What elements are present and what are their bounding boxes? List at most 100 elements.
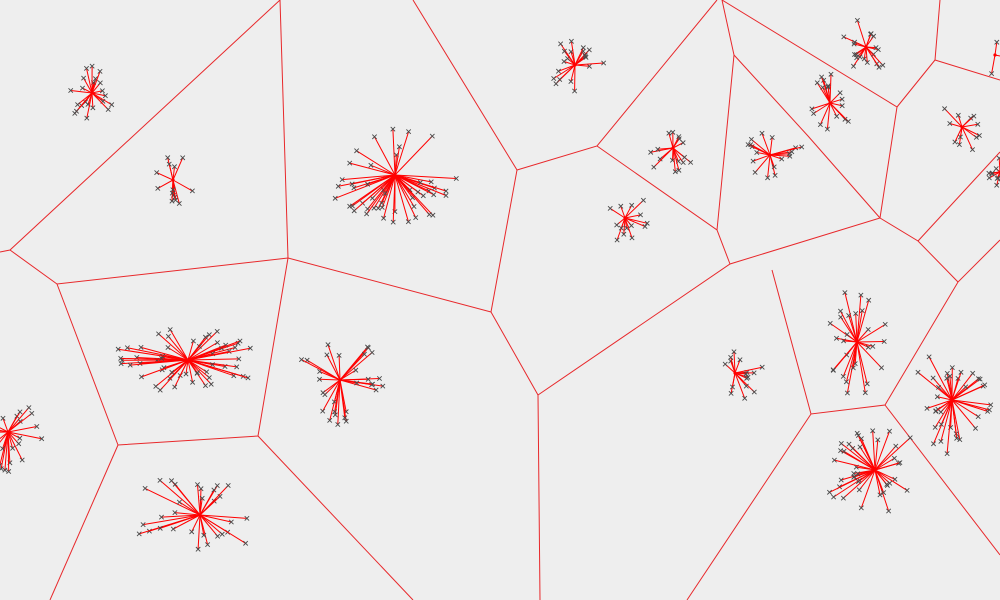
cluster-center xyxy=(186,358,190,362)
cluster-spoke xyxy=(353,174,396,212)
data-point-marker xyxy=(843,379,849,385)
data-point-marker xyxy=(406,129,412,135)
data-point-marker xyxy=(841,338,847,344)
data-point-marker xyxy=(371,205,377,211)
data-point-marker xyxy=(933,408,939,414)
cluster-spoke xyxy=(199,514,246,544)
cluster-c10 xyxy=(942,106,982,153)
cluster-spoke xyxy=(199,485,229,516)
data-point-marker xyxy=(748,136,754,142)
cluster-c18 xyxy=(827,290,888,396)
cluster-spoke xyxy=(994,54,1000,57)
data-point-marker xyxy=(825,84,831,90)
data-point-marker xyxy=(934,394,940,400)
data-point-marker xyxy=(81,75,87,81)
data-point-marker xyxy=(976,132,982,139)
cluster-spoke xyxy=(0,431,9,433)
cluster-spoke xyxy=(874,469,891,484)
cluster-spoke xyxy=(657,147,674,150)
cluster-spoke xyxy=(199,514,218,537)
data-point-marker xyxy=(838,440,844,447)
data-point-marker xyxy=(864,59,870,66)
data-point-marker xyxy=(825,83,831,89)
cluster-spoke xyxy=(187,358,239,361)
cluster-spoke xyxy=(769,154,775,168)
data-point-marker xyxy=(136,531,142,537)
data-point-marker xyxy=(364,344,371,350)
cluster-spoke xyxy=(173,514,201,530)
cluster-spoke xyxy=(7,431,21,439)
data-point-marker xyxy=(932,424,938,430)
data-point-marker xyxy=(349,203,355,209)
cluster-spoke xyxy=(855,313,858,343)
cluster-spoke xyxy=(574,47,584,66)
cluster-spoke xyxy=(91,71,101,94)
data-point-marker xyxy=(817,122,823,128)
cluster-center xyxy=(960,125,964,129)
cluster-spoke xyxy=(732,372,736,388)
data-point-marker xyxy=(431,192,437,198)
data-point-marker xyxy=(158,514,165,520)
data-point-marker xyxy=(138,374,145,380)
data-point-marker xyxy=(853,310,859,317)
data-point-marker xyxy=(887,480,893,486)
cluster-spoke xyxy=(865,46,880,68)
data-point-marker xyxy=(881,338,887,345)
data-point-marker xyxy=(6,468,12,475)
cluster-spoke xyxy=(558,64,576,72)
data-point-marker xyxy=(944,451,950,457)
data-point-marker xyxy=(833,335,840,341)
cluster-spoke xyxy=(624,217,633,239)
data-point-marker xyxy=(722,361,728,367)
cluster-spoke xyxy=(172,166,175,181)
cluster-spoke xyxy=(917,371,953,401)
data-point-marker xyxy=(851,470,857,477)
data-point-marker xyxy=(553,81,559,87)
data-point-marker xyxy=(864,381,870,387)
data-point-marker xyxy=(382,190,388,197)
cluster-spoke xyxy=(158,333,189,361)
data-point-marker xyxy=(0,415,6,421)
data-point-marker xyxy=(942,106,948,112)
data-point-marker xyxy=(219,531,225,537)
data-point-marker xyxy=(379,204,385,210)
cluster-spoke xyxy=(852,448,876,471)
data-point-marker xyxy=(407,187,413,193)
data-point-marker xyxy=(947,373,953,379)
cluster-spoke xyxy=(951,399,979,418)
cluster-spoke xyxy=(811,102,831,110)
data-point-marker xyxy=(194,370,200,376)
cluster-spoke xyxy=(0,431,9,443)
data-point-marker xyxy=(17,418,23,424)
cluster-center xyxy=(171,178,175,182)
cluster-spoke xyxy=(858,469,876,491)
data-point-marker xyxy=(208,381,214,387)
cluster-spoke xyxy=(86,68,93,94)
cluster-spoke xyxy=(570,41,576,66)
cluster-center xyxy=(338,378,342,382)
cluster-spoke xyxy=(829,98,843,104)
data-point-marker xyxy=(676,167,682,173)
cluster-center xyxy=(393,173,397,177)
cluster-spoke xyxy=(392,174,396,223)
data-point-marker xyxy=(958,369,964,375)
cluster-c17 xyxy=(136,477,250,552)
data-point-marker xyxy=(877,492,883,498)
data-point-marker xyxy=(183,371,189,377)
data-point-marker xyxy=(75,102,81,108)
data-point-marker xyxy=(0,446,6,452)
cluster-spoke xyxy=(842,341,858,377)
cluster-spoke xyxy=(91,92,106,97)
data-point-marker xyxy=(886,508,892,514)
data-point-marker xyxy=(349,181,355,187)
cluster-spoke xyxy=(144,487,201,516)
cluster-spoke xyxy=(874,431,890,471)
data-point-marker xyxy=(765,175,771,181)
cluster-spoke xyxy=(91,92,94,108)
data-point-marker xyxy=(172,197,179,203)
cluster-center xyxy=(993,53,997,57)
cluster-spoke xyxy=(961,126,977,138)
data-point-marker xyxy=(97,80,103,86)
